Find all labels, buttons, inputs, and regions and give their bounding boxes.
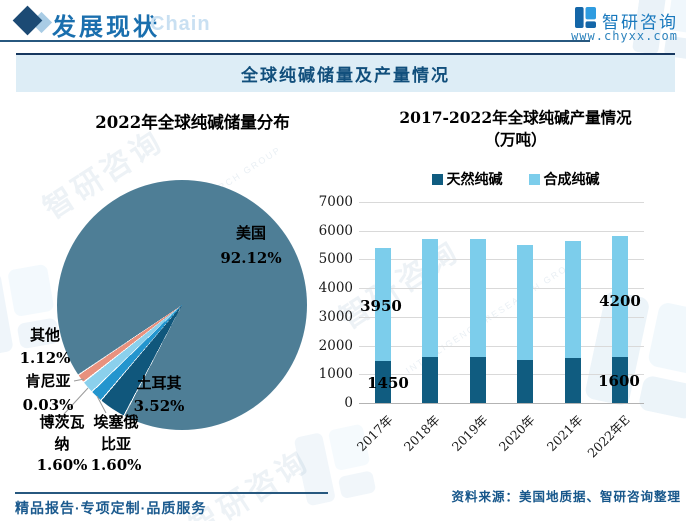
y-axis-tick-4000: 4000: [318, 280, 353, 297]
bar-chart-title-line1: 2017-2022年全球纯碱产量情况: [399, 108, 632, 127]
gridline-7000: [359, 202, 644, 203]
stacked-bar-2017年: [374, 247, 391, 403]
y-axis-tick-6000: 6000: [318, 222, 353, 239]
bar-segment-synthetic: [564, 240, 581, 358]
bar-segment-natural: [517, 359, 534, 403]
bar-segment-synthetic: [422, 239, 439, 358]
legend-label-natural: 天然纯碱: [446, 172, 503, 188]
bar-segment-synthetic: [374, 247, 391, 362]
section-diamond-icon: [12, 5, 56, 36]
x-axis-line: [359, 403, 644, 404]
legend-swatch-natural: [431, 173, 443, 185]
brand-logo-icon: [575, 7, 596, 33]
stacked-bar-2018年: [422, 239, 439, 403]
bar-segment-natural: [422, 357, 439, 403]
pie-leader-lines: [63, 378, 107, 415]
banner-title: 全球纯碱储量及产量情况: [241, 66, 450, 86]
bar-segment-natural: [469, 357, 486, 403]
bar-chart-title: 2017-2022年全球纯碱产量情况 （万吨）: [345, 107, 686, 151]
bar-segment-natural: [612, 357, 629, 403]
gridline-4000: [359, 288, 644, 290]
stacked-bar-2022年E: [612, 236, 629, 403]
stacked-bar-2019年: [469, 239, 486, 403]
bar-value-label-4200: 4200: [599, 292, 641, 310]
stacked-bar-2020年: [517, 245, 534, 403]
bar-segment-synthetic: [469, 239, 486, 358]
bar-value-label-1450: 1450: [367, 374, 409, 392]
legend-item-synthetic: 合成纯碱: [528, 169, 600, 189]
legend-item-natural: 天然纯碱: [431, 169, 503, 189]
y-axis-tick-2000: 2000: [318, 337, 353, 354]
y-axis-tick-1000: 1000: [318, 366, 353, 383]
header-background-watermark: Chain: [150, 13, 211, 35]
gridline-6000: [359, 230, 644, 232]
legend-swatch-synthetic: [528, 173, 540, 185]
pie-label-usa: 美国 92.12%: [220, 224, 282, 267]
pie-label-botswana: 博茨瓦纳 1.60%: [36, 413, 88, 474]
bar-value-label-1600: 1600: [598, 372, 640, 390]
brand-name: 智研咨询: [602, 12, 678, 32]
y-axis-tick-7000: 7000: [318, 194, 353, 210]
bar-segment-natural: [564, 357, 581, 403]
header-divider: [0, 40, 590, 42]
footer-divider: [15, 492, 328, 494]
gridline-1000: [359, 374, 644, 376]
gridline-5000: [359, 259, 644, 261]
pie-chart-title: 2022年全球纯碱储量分布: [95, 113, 290, 132]
section-title: 发展现状: [52, 14, 160, 41]
brand-url-link[interactable]: www.chyxx.com: [571, 29, 678, 43]
bar-segment-natural: [374, 361, 391, 403]
bar-segment-synthetic: [612, 236, 629, 358]
bar-chart-legend: 天然纯碱 合成纯碱: [345, 169, 686, 189]
brand-lockup: 智研咨询: [575, 7, 678, 33]
bar-chart-title-line2: （万吨）: [484, 130, 547, 149]
y-axis-tick-3000: 3000: [318, 308, 353, 325]
gridline-3000: [359, 316, 644, 318]
data-source-note: 资料来源：美国地质据、智研咨询整理: [451, 490, 681, 504]
gridline-2000: [359, 345, 644, 347]
pie-chart: [57, 180, 307, 430]
stacked-bar-2021年: [564, 240, 581, 403]
pie-label-ethiopia: 埃塞俄 比亚 1.60%: [90, 413, 142, 474]
y-axis-tick-0: 0: [344, 395, 353, 411]
bar-value-label-3950: 3950: [360, 297, 402, 315]
y-axis-tick-5000: 5000: [318, 251, 353, 268]
pie-label-others: 其他 1.12%: [19, 326, 71, 367]
footer-tagline: 精品报告·专项定制·品质服务: [15, 500, 207, 516]
legend-label-synthetic: 合成纯碱: [543, 172, 600, 188]
bar-segment-synthetic: [517, 245, 534, 360]
banner: 全球纯碱储量及产量情况: [16, 53, 675, 92]
pie-label-turkey: 土耳其 3.52%: [133, 374, 185, 415]
pie-label-kenya: 肯尼亚 0.03%: [22, 372, 74, 414]
bar-chart-plot-area: [359, 202, 644, 404]
